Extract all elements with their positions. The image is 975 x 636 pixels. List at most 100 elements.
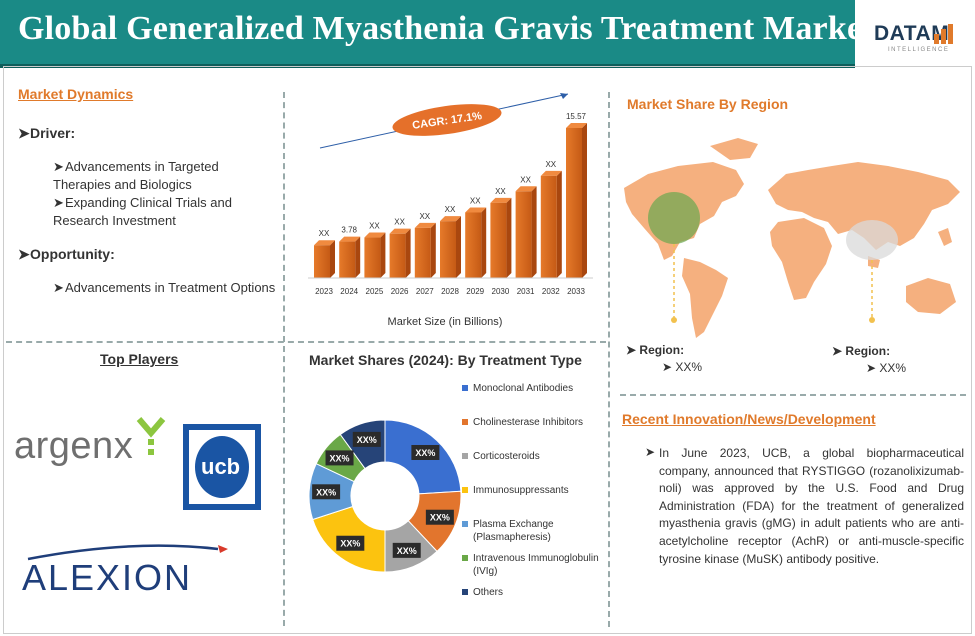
bar-tick-label: 2033 [567,287,585,296]
region-highlight[interactable] [648,192,700,244]
bar-data-label: XX [394,218,405,227]
bar-side [456,216,461,278]
bar-data-label: 3.78 [341,226,357,235]
logo-bars-icon [934,24,953,44]
bar [364,237,381,278]
bar-tick-label: 2026 [391,287,409,296]
chevron-right-icon: ➤ [832,344,843,358]
bar-tick-label: 2028 [441,287,459,296]
world-map [624,138,960,338]
slice-data-label: XX% [340,539,360,549]
arrow-head-icon [560,93,568,99]
slice-label-bg [325,450,354,466]
argenx-name: argenx [14,425,134,467]
bar-side [582,123,587,278]
bar-top [465,207,487,213]
news-text: In June 2023, UCB, a global biopharmaceu… [659,446,964,566]
bar-data-label: XX [495,187,506,196]
slice-label-bg [352,431,381,447]
slice-data-label: XX% [357,435,377,445]
bar [339,241,356,278]
bar-side [481,207,487,278]
title-bar: Global Generalized Myasthenia Gravis Tre… [0,0,874,68]
bar-data-label: XX [369,222,380,231]
bar-tick-label: 2032 [542,287,560,296]
bar-tick-label: 2027 [416,287,434,296]
bar-top [339,236,361,242]
chevron-right-icon: ➤ [53,195,64,210]
slice-data-label: XX% [316,487,336,497]
chevron-right-icon: ➤ [626,343,637,357]
divider [6,341,606,343]
bar-side [430,222,436,278]
bar-top [515,186,537,192]
divider [283,346,285,626]
region-label: ➤ Region: [832,344,891,358]
bar-data-label: XX [319,229,330,238]
bar [540,175,557,278]
ucb-logo[interactable]: ucb [183,424,261,510]
bar-side [405,228,411,278]
divider [620,394,966,396]
driver-item: ➤Expanding Clinical Trials and Research … [53,195,232,228]
logo-word: DATAM [874,22,950,45]
cagr-badge: CAGR: 17.1% [392,104,502,136]
legend-label: Corticosteroids [473,451,540,462]
logo-sub: INTELLIGENCE [888,47,950,53]
argenx-mark-icon [136,417,166,455]
region-highlight[interactable] [846,220,898,260]
bar-side [330,240,335,278]
argenx-logo[interactable]: argenx [14,417,174,475]
slice-data-label: XX% [430,513,450,523]
bar [414,227,431,278]
bar-side [556,170,562,278]
bar-data-label: XX [419,212,430,221]
brand-logo[interactable]: DATAM INTELLIGENCE [858,2,975,64]
bar [490,202,507,278]
chevron-right-icon: ➤ [662,360,673,374]
bar-data-label: XX [520,175,531,184]
region-value: ➤ XX% [662,360,703,374]
bar-tick-label: 2031 [517,287,535,296]
legend-swatch [462,487,468,493]
slice-data-label: XX% [415,448,435,458]
page-title: Global Generalized Myasthenia Gravis Tre… [18,10,874,47]
bar-top [440,216,461,222]
legend-label: Monoclonal Antibodies [473,383,574,394]
alexion-logo[interactable]: ALEXION [22,544,262,598]
bar-data-label: XX [445,205,456,214]
bar [440,221,456,278]
bar-side [531,186,537,278]
slice-label-bg [336,535,365,551]
bar-side [506,197,512,278]
bar-side [380,232,386,278]
content-frame [3,66,972,634]
legend-swatch [462,589,468,595]
chevron-right-icon: ➤ [645,445,656,459]
dynamics-title: Market Dynamics [18,86,134,102]
legend-swatch [462,419,468,425]
bar-top [490,197,512,203]
bar-tick-label: 2023 [315,287,333,296]
driver-item: ➤Advancements in Targeted Therapies and … [53,159,219,192]
legend-swatch [462,453,468,459]
bar [389,233,406,278]
bar-tick-label: 2024 [340,287,358,296]
opportunity-heading: ➤Opportunity: [18,246,115,263]
bar-top [414,222,436,228]
bar-tick-label: 2025 [366,287,384,296]
chevron-right-icon: ➤ [53,280,64,295]
bar-data-label: XX [545,160,556,169]
bar-tick-label: 2030 [492,287,510,296]
svg-text:Market Size (in Billions): Market Size (in Billions) [388,316,503,328]
opportunity-item: ➤Advancements in Treatment Options [53,280,276,295]
slice-label-bg [425,509,454,525]
ucb-circle [195,436,249,498]
chevron-right-icon: ➤ [18,125,30,141]
bar [515,191,532,278]
region-value: ➤ XX% [866,361,907,375]
legend-swatch [462,385,468,391]
region-title: Market Share By Region [627,96,789,112]
bar-top [389,228,411,234]
bar-top [540,170,562,176]
